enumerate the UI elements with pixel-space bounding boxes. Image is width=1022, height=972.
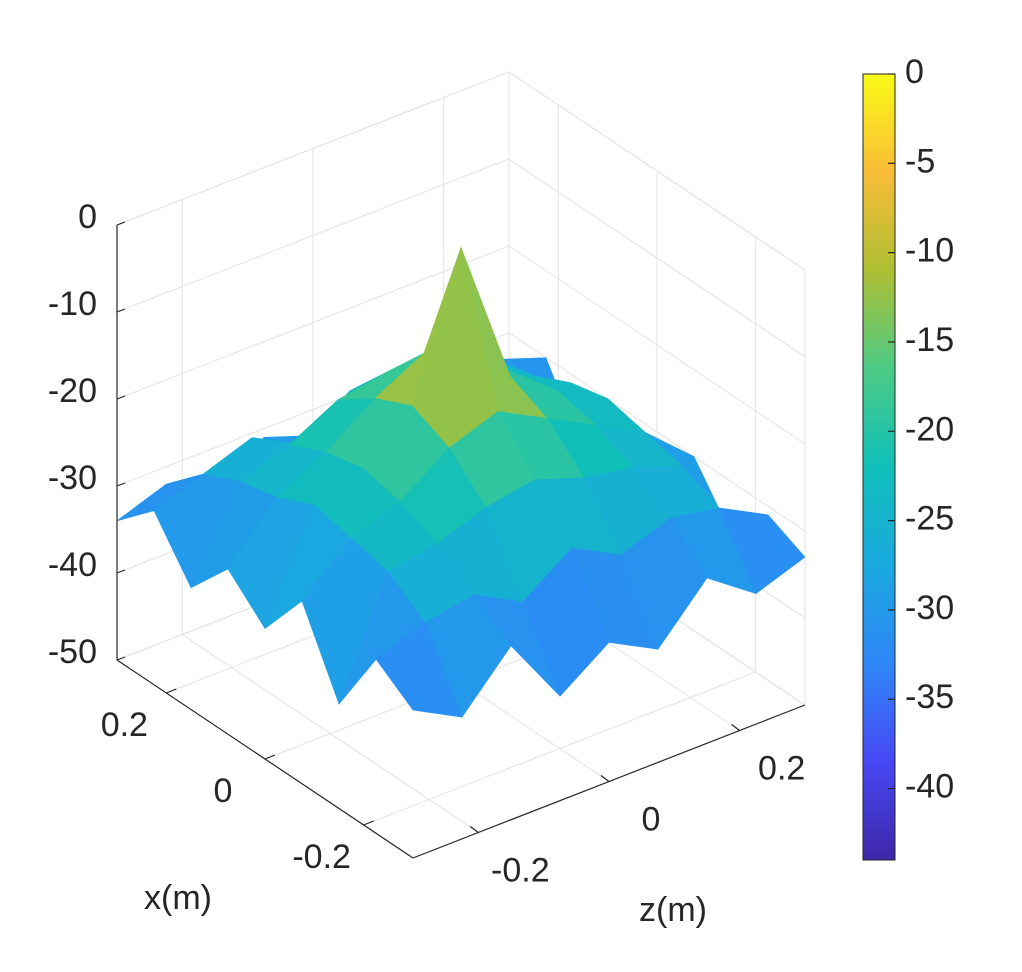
z-tick-label: -0.2	[491, 851, 550, 889]
axes: -50 -40 -30 -20 -10 0 -0.2 0 0.2 -0.2 0 0.2	[48, 198, 805, 890]
z-tick	[600, 775, 610, 782]
colorbar-tick-label: 0	[905, 53, 924, 91]
colorbar-tick-label: -35	[905, 678, 954, 716]
x-tick	[363, 820, 374, 826]
y-tick	[116, 569, 126, 574]
colorbar-tick-label: -30	[905, 589, 954, 627]
surface	[116, 246, 806, 718]
y-tick-label: -40	[48, 546, 97, 584]
surface-patch	[375, 622, 463, 718]
x-tick-label: -0.2	[292, 838, 351, 876]
grid-line	[182, 634, 479, 833]
y-tick-label: -30	[48, 459, 97, 497]
y-tick-label: 0	[78, 198, 97, 236]
x-tick-label: 0.2	[101, 706, 148, 744]
colorbar-tick-label: -15	[905, 321, 954, 359]
z-tick	[731, 724, 741, 731]
y-tick	[116, 308, 126, 313]
colorbar-ticks: -40 -35 -30 -25 -20 -15 -10 -5 0	[888, 53, 954, 806]
z-tick-label: 0.2	[758, 749, 805, 787]
colorbar	[862, 73, 896, 861]
colorbar-tick-label: -20	[905, 410, 954, 448]
y-tick	[116, 395, 126, 400]
y-tick-label: -10	[48, 285, 97, 323]
y-tick-label: -50	[48, 633, 97, 671]
z-axis-label: z(m)	[639, 891, 707, 929]
colorbar-tick-label: -40	[905, 768, 954, 806]
x-tick	[166, 688, 177, 694]
y-tick	[116, 656, 126, 661]
colorbar-tick-label: -10	[905, 232, 954, 270]
y-tick-label: -20	[48, 372, 97, 410]
x-tick	[264, 754, 276, 760]
x-axis-label: x(m)	[144, 879, 212, 917]
colorbar-tick-label: -5	[905, 142, 935, 180]
z-tick-label: 0	[642, 800, 661, 838]
colorbar-tick-label: -25	[905, 500, 954, 538]
y-tick	[116, 482, 126, 487]
y-tick	[116, 221, 126, 226]
x-tick-label: 0	[214, 772, 233, 810]
z-tick	[469, 826, 479, 833]
